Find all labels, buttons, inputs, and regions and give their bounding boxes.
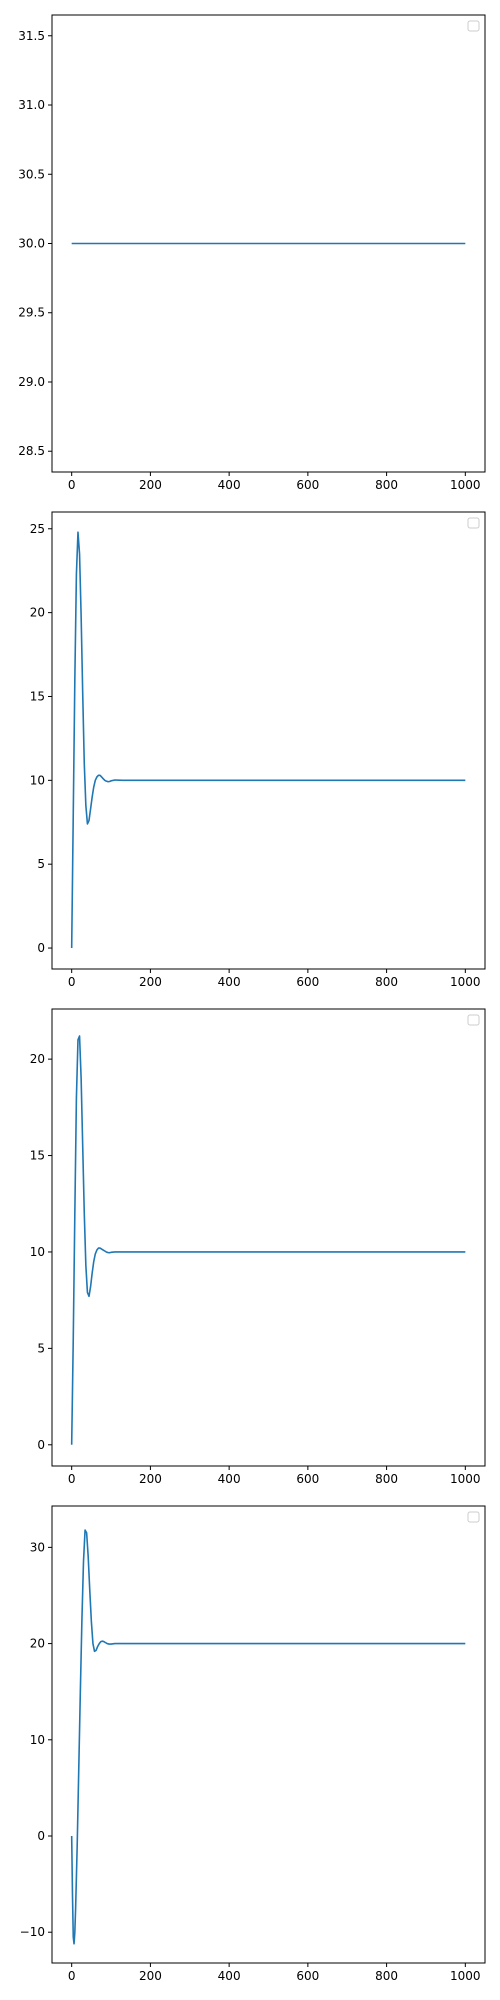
axes-frame <box>51 511 486 970</box>
x-tick-label: 800 <box>375 1472 398 1486</box>
axes-frame <box>51 1505 486 1964</box>
y-tick-label: 31.5 <box>18 29 45 43</box>
x-tick-label: 800 <box>375 1969 398 1983</box>
y-tick-label: 20 <box>30 1052 45 1066</box>
y-tick-label: 10 <box>30 1733 45 1747</box>
y-tick-label: 0 <box>37 1829 45 1843</box>
x-tick-label: 200 <box>139 1969 162 1983</box>
x-tick-label: 600 <box>296 1472 319 1486</box>
series-line-1 <box>70 1529 466 1945</box>
y-tick-label: 30 <box>30 1540 45 1554</box>
x-tick-label: 200 <box>139 1472 162 1486</box>
x-tick-label: 0 <box>68 1472 76 1486</box>
y-tick-label: 28.5 <box>18 444 45 458</box>
x-tick-label: 600 <box>296 1969 319 1983</box>
x-tick-label: 1000 <box>450 1472 481 1486</box>
x-tick-label: 400 <box>218 1969 241 1983</box>
x-tick-label: 800 <box>375 975 398 989</box>
y-tick-label: 20 <box>30 606 45 620</box>
legend-box <box>467 1014 480 1026</box>
chart-panel-3: 0 200 400 600 800 1000 0 5 10 15 20 <box>30 1008 486 1486</box>
chart-panel-4: 0 200 400 600 800 1000 −10 0 10 20 30 <box>20 1505 486 1983</box>
x-tick-label: 1000 <box>450 478 481 492</box>
legend-box <box>467 20 480 32</box>
x-tick-label: 800 <box>375 478 398 492</box>
chart-panel-2: 0 200 400 600 800 1000 0 5 10 15 20 25 <box>30 511 486 989</box>
x-tick-label: 400 <box>218 975 241 989</box>
x-tick-label: 0 <box>68 975 76 989</box>
y-tick-label: 15 <box>30 1149 45 1163</box>
y-tick-label: 0 <box>37 941 45 955</box>
legend-box <box>467 517 480 529</box>
y-tick-label: 31.0 <box>18 98 45 112</box>
y-tick-label: 10 <box>30 1245 45 1259</box>
y-tick-label: 25 <box>30 522 45 536</box>
x-tick-label: 400 <box>218 1472 241 1486</box>
x-tick-label: 600 <box>296 478 319 492</box>
x-tick-label: 0 <box>68 1969 76 1983</box>
y-tick-label: 29.0 <box>18 375 45 389</box>
x-tick-label: 0 <box>68 478 76 492</box>
axes-frame <box>51 1008 486 1467</box>
y-tick-label: 5 <box>37 1341 45 1355</box>
series-line-1 <box>70 1035 466 1445</box>
series-line-1 <box>70 531 466 949</box>
legend-box <box>467 1511 480 1523</box>
y-tick-label: 29.5 <box>18 306 45 320</box>
chart-panel-1: 0 200 400 600 800 1000 28.5 29.0 29.5 30.0 30.5 31.… <box>18 14 486 492</box>
x-tick-label: 200 <box>139 975 162 989</box>
y-tick-label: 15 <box>30 689 45 703</box>
y-tick-label: 30.0 <box>18 237 45 251</box>
x-tick-label: 1000 <box>450 975 481 989</box>
x-tick-label: 400 <box>218 478 241 492</box>
y-tick-label: −10 <box>20 1925 45 1939</box>
x-tick-label: 1000 <box>450 1969 481 1983</box>
x-tick-label: 600 <box>296 975 319 989</box>
y-tick-label: 0 <box>37 1438 45 1452</box>
y-tick-label: 30.5 <box>18 167 45 181</box>
y-tick-label: 10 <box>30 773 45 787</box>
y-tick-label: 20 <box>30 1637 45 1651</box>
y-tick-label: 5 <box>37 857 45 871</box>
x-tick-label: 200 <box>139 478 162 492</box>
